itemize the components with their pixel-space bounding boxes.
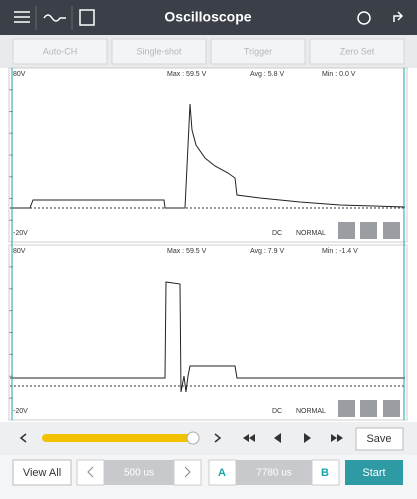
coupling: DC — [272, 230, 282, 237]
cursor-value — [236, 460, 312, 485]
channel-panel — [8, 244, 408, 421]
cursor-a-label: A — [218, 467, 226, 479]
toolbar-label: Single-shot — [136, 46, 182, 56]
scale-top: 80V — [13, 248, 26, 255]
cursor-a-button[interactable] — [208, 459, 237, 486]
cursor-value-label: 7780 us — [256, 468, 292, 479]
waveform — [10, 103, 406, 209]
step-buttons[interactable] — [243, 433, 343, 443]
channel-panel — [8, 67, 408, 243]
panel-button[interactable] — [383, 222, 400, 239]
time-base-label: 500 us — [124, 468, 154, 479]
panel-button[interactable] — [360, 222, 377, 239]
cursor-b-button[interactable] — [311, 459, 340, 486]
title: Oscilloscope — [164, 9, 251, 25]
scale-top: 80V — [13, 71, 26, 78]
panel-button[interactable] — [383, 400, 400, 417]
max-reading: Max : 59.5 V — [167, 71, 207, 78]
next-button[interactable] — [173, 459, 202, 486]
waveform — [10, 281, 405, 393]
slider-track[interactable] — [42, 434, 197, 442]
nav-arrows[interactable] — [19, 433, 222, 443]
start-label: Start — [362, 467, 385, 479]
start-button[interactable] — [345, 460, 403, 485]
toolbar-button[interactable] — [309, 38, 405, 65]
next-icon — [184, 466, 191, 478]
mode: NORMAL — [296, 230, 326, 237]
coupling: DC — [272, 408, 282, 415]
prev-icon — [87, 466, 94, 478]
min-reading: Min : -1.4 V — [322, 248, 358, 255]
scale-bottom: -20V — [13, 408, 28, 415]
panel-button[interactable] — [338, 400, 355, 417]
header — [0, 0, 417, 35]
save-button[interactable] — [355, 427, 404, 451]
max-reading: Max : 59.5 V — [167, 248, 207, 255]
panel-button[interactable] — [360, 400, 377, 417]
toolbar-label: Auto-CH — [43, 46, 78, 56]
mode: NORMAL — [296, 408, 326, 415]
save-label: Save — [366, 433, 391, 445]
min-reading: Min : 0.0 V — [322, 71, 356, 78]
view-all-button[interactable] — [12, 459, 72, 486]
time-base — [104, 460, 174, 485]
prev-button[interactable] — [76, 459, 105, 486]
toolbar-button[interactable] — [12, 38, 108, 65]
panel-button[interactable] — [338, 222, 355, 239]
scale-bottom: -20V — [13, 230, 28, 237]
cursor-b-label: B — [321, 467, 329, 479]
avg-reading: Avg : 7.9 V — [250, 248, 284, 255]
avg-reading: Avg : 5.8 V — [250, 71, 284, 78]
toolbar-label: Trigger — [244, 46, 272, 56]
toolbar-button[interactable] — [210, 38, 306, 65]
view-all-label: View All — [23, 467, 61, 479]
toolbar-button[interactable] — [111, 38, 207, 65]
toolbar-label: Zero Set — [340, 46, 375, 56]
slider-knob[interactable] — [186, 431, 200, 445]
header-icons[interactable] — [14, 9, 404, 26]
